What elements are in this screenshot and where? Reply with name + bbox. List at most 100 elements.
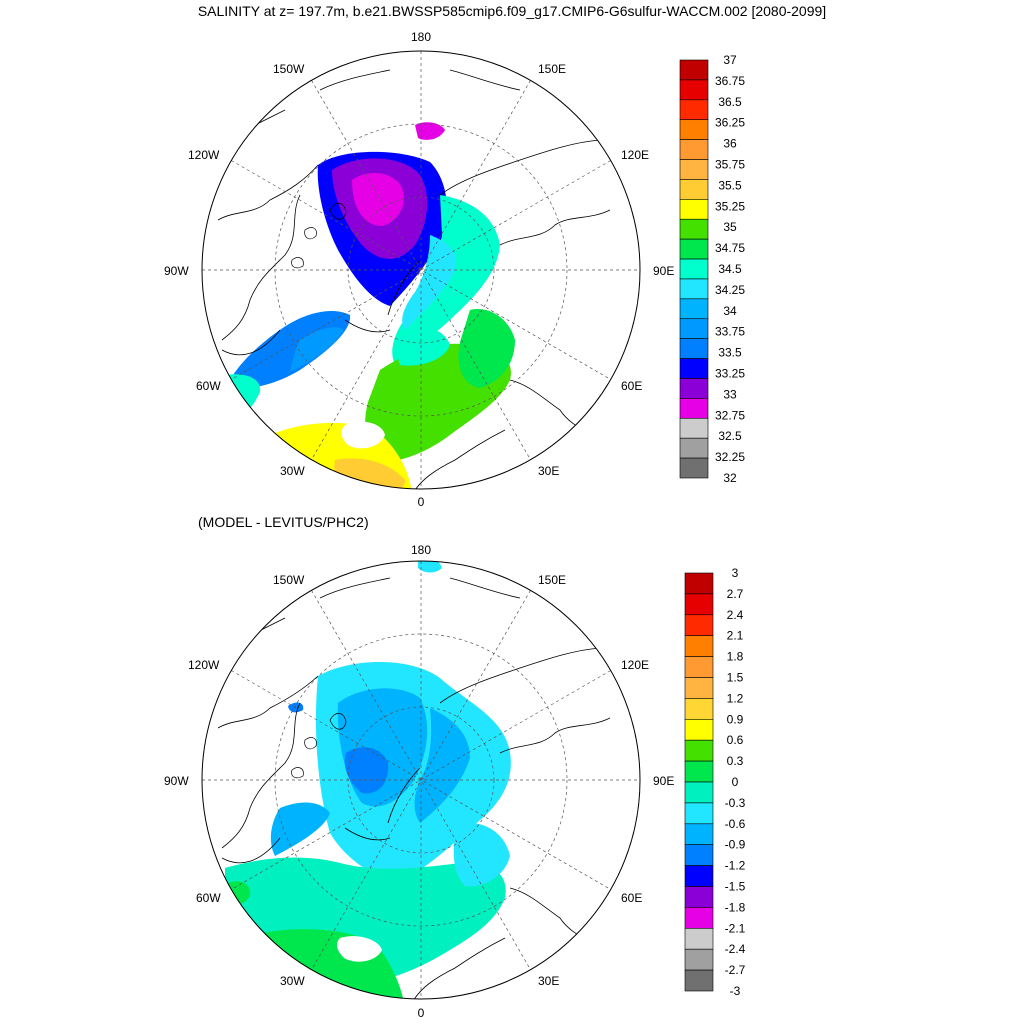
difference-colorbar-label: -2.4 — [725, 942, 746, 956]
colorbar-salinity: 37 36.75 36.5 36.25 36 35.75 35.5 35.25 35 34.75 3… — [679, 53, 745, 485]
lon-label-60w: 60W — [196, 891, 221, 905]
lon-label-60e: 60E — [621, 379, 642, 393]
salinity-colorbar-box — [679, 139, 709, 160]
lon-label-30w: 30W — [280, 464, 305, 478]
salinity-colorbar-label: 35.5 — [718, 178, 742, 192]
salinity-colorbar-label: 33.25 — [715, 367, 745, 381]
lon-label-60e: 60E — [621, 891, 642, 905]
difference-colorbar-label: 0.3 — [727, 754, 744, 768]
graticule — [202, 51, 640, 489]
difference-colorbar-box — [684, 656, 714, 678]
salinity-colorbar-box — [679, 218, 709, 240]
salinity-colorbar-label: 34.5 — [718, 262, 742, 276]
difference-colorbar-box — [684, 948, 714, 971]
figure-title: SALINITY at z= 197.7m, b.e21.BWSSP585cmi… — [197, 3, 827, 19]
salinity-colorbar-label: 35.25 — [715, 199, 745, 213]
lon-label-180: 180 — [411, 30, 431, 44]
difference-colorbar-label: -0.9 — [725, 838, 746, 852]
salinity-colorbar-box — [679, 398, 709, 419]
lon-label-30w: 30W — [280, 974, 305, 988]
lon-label-150w: 150W — [273, 62, 305, 76]
difference-colorbar-label: -0.6 — [725, 817, 746, 831]
salinity-colorbar-box — [679, 159, 709, 180]
difference-colorbar-label: -1.2 — [725, 859, 746, 873]
lon-label-120w: 120W — [188, 148, 220, 162]
lon-label-180: 180 — [411, 543, 431, 557]
salinity-colorbar-box — [679, 238, 709, 260]
difference-colorbar-label: 3 — [732, 566, 739, 580]
difference-colorbar-label: 0.9 — [727, 712, 744, 726]
difference-colorbar-box — [684, 698, 714, 720]
salinity-colorbar-label: 34.75 — [715, 241, 745, 255]
salinity-colorbar-label: 33 — [723, 387, 737, 401]
lon-label-120w: 120W — [188, 658, 220, 672]
salinity-colorbar-label: 35.75 — [715, 158, 745, 172]
salinity-colorbar-box — [679, 278, 709, 300]
difference-colorbar-label: 1.5 — [727, 671, 744, 685]
salinity-colorbar-box — [679, 417, 709, 439]
salinity-colorbar-label: 34 — [723, 304, 737, 318]
salinity-colorbar-box — [679, 298, 709, 320]
difference-colorbar-label: 0.6 — [727, 733, 744, 747]
difference-colorbar-box — [684, 593, 714, 616]
difference-colorbar-label: -0.3 — [725, 796, 746, 810]
salinity-colorbar-label: 36.25 — [715, 116, 745, 130]
salinity-colorbar-label: 37 — [723, 53, 737, 67]
salinity-colorbar-box — [679, 119, 709, 140]
salinity-colorbar-label: 36.75 — [715, 74, 745, 88]
difference-colorbar-box — [684, 927, 714, 950]
difference-colorbar-box — [684, 635, 714, 657]
colorbar-difference: 3 2.7 2.4 2.1 1.8 1.5 1.2 0.9 0.6 0.3 0 -0.3 -0.6 -0.… — [684, 566, 746, 998]
lon-label-60w: 60W — [196, 379, 221, 393]
difference-colorbar-box — [684, 760, 714, 783]
difference-colorbar-box — [684, 907, 714, 929]
difference-colorbar-label: 1.2 — [727, 691, 744, 705]
salinity-colorbar-box — [679, 358, 709, 379]
difference-colorbar-box — [684, 572, 714, 595]
difference-colorbar-box — [684, 969, 714, 992]
lon-label-150w: 150W — [273, 573, 305, 587]
difference-colorbar-box — [684, 677, 714, 699]
lon-label-0: 0 — [418, 1006, 425, 1020]
salinity-colorbar-label: 33.75 — [715, 325, 745, 339]
difference-colorbar-box — [684, 802, 714, 825]
salinity-colorbar-box — [679, 258, 709, 280]
difference-colorbar-box — [684, 865, 714, 887]
lon-label-120e: 120E — [621, 658, 649, 672]
difference-colorbar-box — [684, 886, 714, 908]
graticule — [202, 561, 640, 999]
difference-colorbar-box — [684, 614, 714, 637]
lon-label-90w: 90W — [164, 264, 189, 278]
difference-colorbar-label: 2.7 — [727, 587, 744, 601]
difference-map-title: (MODEL - LEVITUS/PHC2) — [198, 514, 369, 530]
salinity-colorbar-box — [679, 59, 709, 81]
longitude-labels-top: 180 150E 120E 90E 60E 30E 0 30W 60W 90W … — [164, 30, 674, 509]
difference-colorbar-label: -3 — [730, 984, 741, 998]
difference-colorbar-box — [684, 739, 714, 762]
difference-colorbar-label: 2.4 — [727, 608, 744, 622]
salinity-colorbar-label: 32.25 — [715, 450, 745, 464]
salinity-colorbar-label: 32.75 — [715, 408, 745, 422]
salinity-colorbar-label: 33.5 — [718, 346, 742, 360]
salinity-colorbar-box — [679, 79, 709, 101]
salinity-colorbar-label: 35 — [723, 220, 737, 234]
difference-colorbar-label: -2.1 — [725, 921, 746, 935]
difference-colorbar-box — [684, 719, 714, 741]
salinity-colorbar-box — [679, 378, 709, 399]
lon-label-90e: 90E — [653, 774, 674, 788]
salinity-colorbar-box — [679, 457, 709, 479]
difference-colorbar-label: 1.8 — [727, 650, 744, 664]
lon-label-120e: 120E — [621, 148, 649, 162]
lon-label-90w: 90W — [164, 774, 189, 788]
difference-colorbar-label: -1.8 — [725, 900, 746, 914]
lon-label-150e: 150E — [538, 62, 566, 76]
difference-colorbar-label: 2.1 — [727, 629, 744, 643]
lon-label-30e: 30E — [538, 974, 559, 988]
salinity-colorbar-label: 34.25 — [715, 283, 745, 297]
difference-colorbar-label: -1.5 — [725, 880, 746, 894]
salinity-polar-map: 180 150E 120E 90E 60E 30E 0 30W 60W 90W … — [164, 30, 745, 509]
difference-colorbar-box — [684, 823, 714, 845]
difference-colorbar-label: -2.7 — [725, 963, 746, 977]
difference-colorbar-box — [684, 844, 714, 866]
salinity-colorbar-box — [679, 437, 709, 459]
